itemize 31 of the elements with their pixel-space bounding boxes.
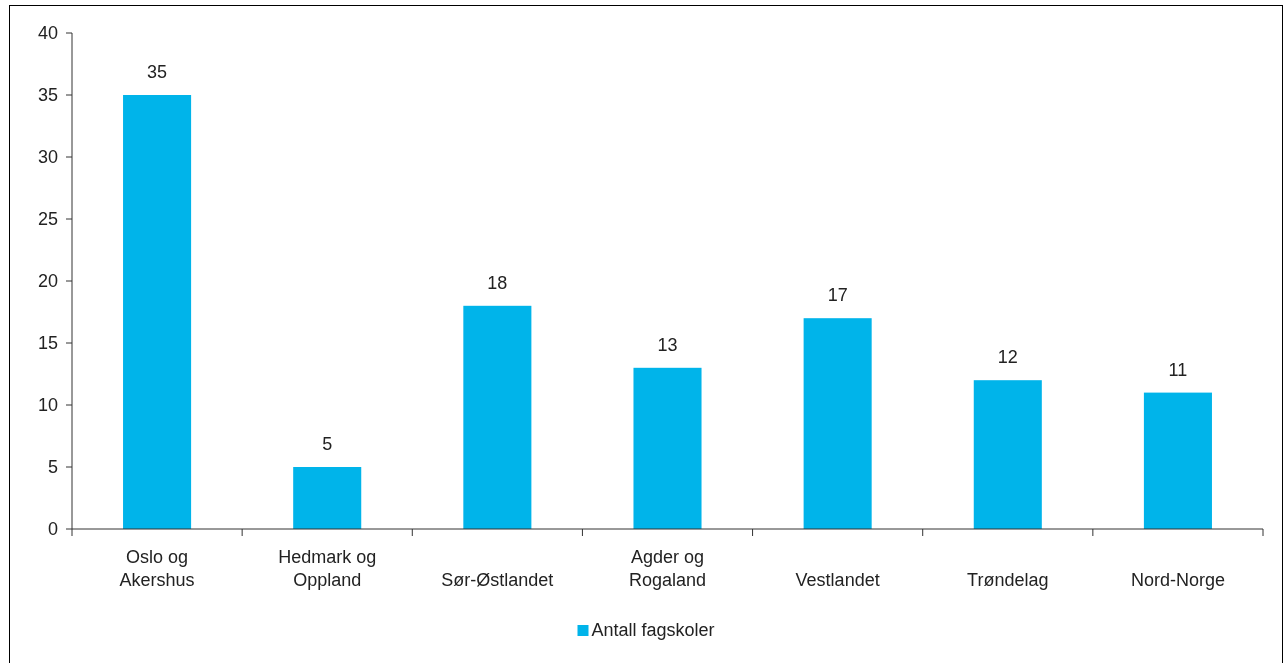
y-tick-label: 25 — [37, 209, 58, 230]
y-tick-label: 0 — [47, 519, 58, 540]
bar — [463, 305, 532, 529]
data-label: 12 — [997, 347, 1018, 368]
data-label: 13 — [657, 334, 678, 355]
data-label: 5 — [322, 434, 333, 454]
bar — [123, 95, 192, 529]
y-tick-label: 10 — [37, 395, 58, 416]
y-tick-label: 35 — [37, 85, 58, 106]
x-tick-label: Agder og Rogaland — [628, 547, 707, 590]
x-tick-label: Oslo og Akershus — [119, 547, 195, 590]
data-label: 18 — [487, 272, 508, 293]
y-tick-label: 40 — [37, 23, 58, 44]
bar — [973, 380, 1042, 529]
y-tick-label: 5 — [47, 457, 58, 478]
data-label: 11 — [1168, 359, 1188, 380]
y-tick-label: 30 — [37, 147, 58, 168]
x-tick-label: Nord-Norge — [1130, 570, 1225, 590]
bar — [1143, 392, 1212, 529]
bar — [633, 367, 702, 529]
x-tick-label: Trøndelag — [967, 570, 1049, 590]
x-tick-label: Sør-Østlandet — [441, 570, 554, 590]
y-tick-label: 20 — [37, 271, 58, 292]
bar — [803, 318, 872, 529]
legend-label: Antall fagskoler — [591, 620, 715, 640]
x-tick-label: Hedmark og Oppland — [278, 547, 377, 590]
y-tick-label: 15 — [37, 333, 58, 354]
bar — [293, 467, 362, 529]
data-label: 35 — [147, 62, 168, 82]
x-tick-label: Vestlandet — [795, 570, 880, 590]
data-label: 17 — [827, 285, 848, 306]
